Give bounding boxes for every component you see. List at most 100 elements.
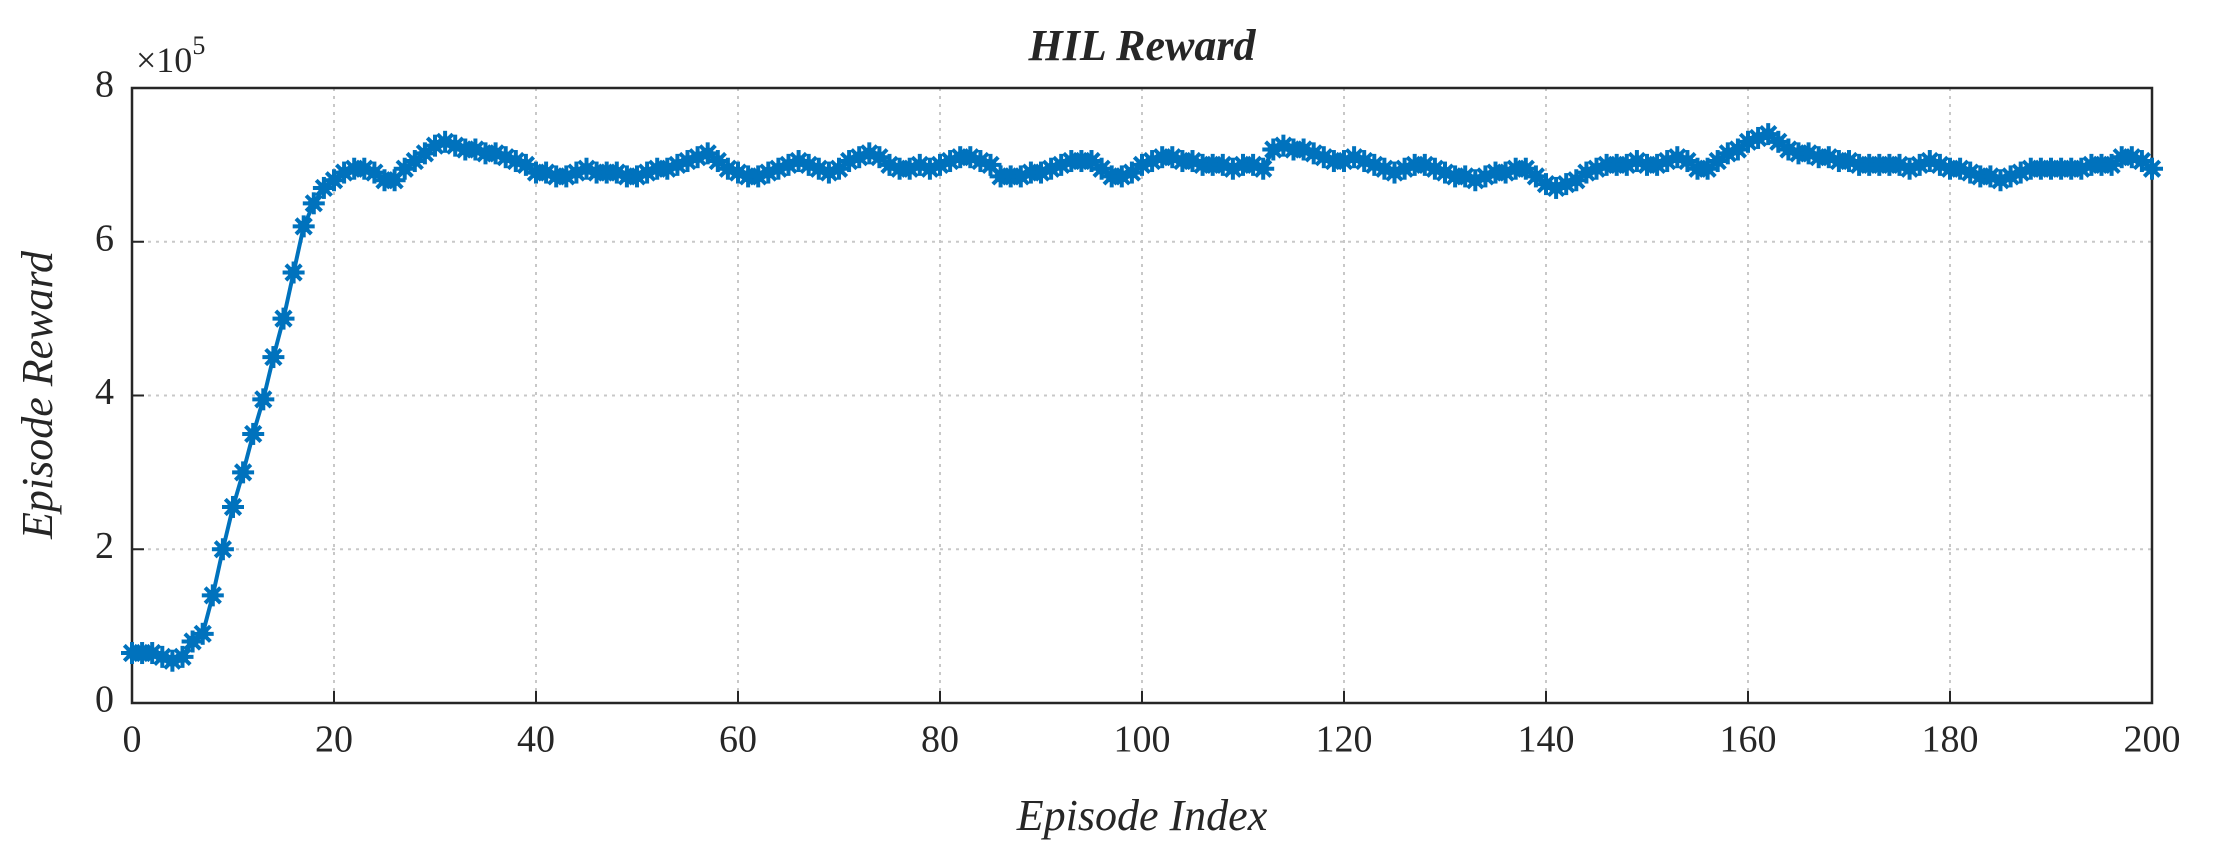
marker <box>201 584 224 607</box>
marker <box>797 153 820 176</box>
marker <box>211 538 234 561</box>
marker-arm <box>284 263 303 282</box>
marker-arm <box>1950 159 1970 178</box>
marker-arm <box>870 148 889 167</box>
marker-arm <box>809 159 828 178</box>
marker-arm <box>2132 151 2152 171</box>
marker-arm <box>1415 155 1434 174</box>
marker-arm <box>1961 163 1980 182</box>
marker-arm <box>506 151 525 171</box>
marker-arm <box>1274 136 1293 155</box>
y-tick-label: 4 <box>95 371 114 413</box>
x-tick-label: 160 <box>1720 719 1777 761</box>
marker-arm <box>486 144 505 163</box>
marker-arm <box>1213 155 1232 174</box>
marker-arm <box>1678 151 1697 171</box>
marker-arm <box>1314 148 1333 167</box>
marker-arm <box>304 194 323 213</box>
marker-arm <box>860 144 879 163</box>
marker <box>222 495 244 518</box>
marker-arm <box>1668 148 1687 167</box>
marker-arm <box>2142 159 2162 178</box>
marker-arm <box>446 136 465 155</box>
marker-arm <box>577 159 596 178</box>
marker <box>242 422 265 445</box>
marker-arm <box>536 163 556 182</box>
marker-arm <box>213 540 233 559</box>
axes-box <box>130 86 2154 705</box>
x-tick-label: 200 <box>2124 719 2181 761</box>
marker-arm <box>1344 148 1364 167</box>
marker <box>807 157 830 180</box>
x-tick-label: 80 <box>921 719 959 761</box>
marker <box>1454 165 1477 188</box>
marker-arm <box>143 643 162 663</box>
marker-arm <box>981 155 1000 174</box>
marker <box>1252 157 1275 180</box>
marker-arm <box>153 647 172 666</box>
marker <box>252 388 275 411</box>
marker-arm <box>466 140 485 159</box>
marker-arm <box>365 163 384 182</box>
multiplier-exponent: 5 <box>192 31 205 60</box>
marker-arm <box>244 424 263 444</box>
marker-arm <box>193 624 212 643</box>
marker-arm <box>516 155 536 174</box>
marker-arm <box>1627 151 1647 171</box>
marker-arm <box>1981 167 2000 186</box>
y-axis-label: Episode Reward <box>13 250 62 540</box>
marker <box>191 622 214 645</box>
marker <box>262 346 285 369</box>
marker-arm <box>294 217 313 236</box>
marker <box>302 192 325 215</box>
marker-arm <box>880 155 899 174</box>
marker-arm <box>910 155 929 174</box>
marker-arm <box>1092 159 1111 178</box>
marker-arm <box>1435 163 1455 182</box>
marker-arm <box>254 390 273 409</box>
marker-arm <box>1920 151 1939 171</box>
marker-arm <box>496 148 515 167</box>
x-tick-label: 0 <box>123 719 142 761</box>
chart-title: HIL Reward <box>1028 21 1257 70</box>
marker-arm <box>1304 144 1323 163</box>
marker-arm <box>1163 148 1182 167</box>
marker-arm <box>718 159 738 178</box>
marker-arm <box>799 155 818 174</box>
marker-arm <box>1183 151 1202 171</box>
x-tick-label: 100 <box>1114 719 1171 761</box>
marker-arm <box>1456 167 1475 186</box>
marker-arm <box>435 132 455 151</box>
marker-arm <box>1526 167 1546 186</box>
multiplier-base: ×10 <box>136 40 192 80</box>
marker-arm <box>1839 151 1859 171</box>
marker-arm <box>1355 151 1374 171</box>
marker-arm <box>1799 144 1818 163</box>
marker-arm <box>173 647 192 666</box>
marker-arm <box>961 148 980 167</box>
marker-arm <box>1082 151 1101 171</box>
marker-arm <box>1425 159 1445 178</box>
marker-arm <box>264 347 283 367</box>
marker-arm <box>728 163 748 182</box>
marker <box>171 645 194 668</box>
x-tick-label: 40 <box>517 719 555 761</box>
marker <box>484 142 507 165</box>
marker-arm <box>2122 148 2141 167</box>
x-tick-label: 20 <box>315 719 353 761</box>
y-tick-label: 6 <box>95 217 114 259</box>
marker <box>312 176 335 199</box>
marker-arm <box>1779 140 1798 159</box>
marker-arm <box>233 463 253 482</box>
marker-arm <box>1294 140 1313 159</box>
y-tick-label: 2 <box>95 525 114 567</box>
marker <box>282 261 305 284</box>
marker-arm <box>1365 155 1384 174</box>
marker-arm <box>355 159 374 178</box>
marker-arm <box>607 163 626 182</box>
marker-arm <box>1759 125 1778 144</box>
y-tick-label: 0 <box>95 679 114 721</box>
x-tick-label: 180 <box>1922 719 1979 761</box>
y-tick-label: 8 <box>95 64 114 106</box>
marker-arm <box>708 151 727 171</box>
